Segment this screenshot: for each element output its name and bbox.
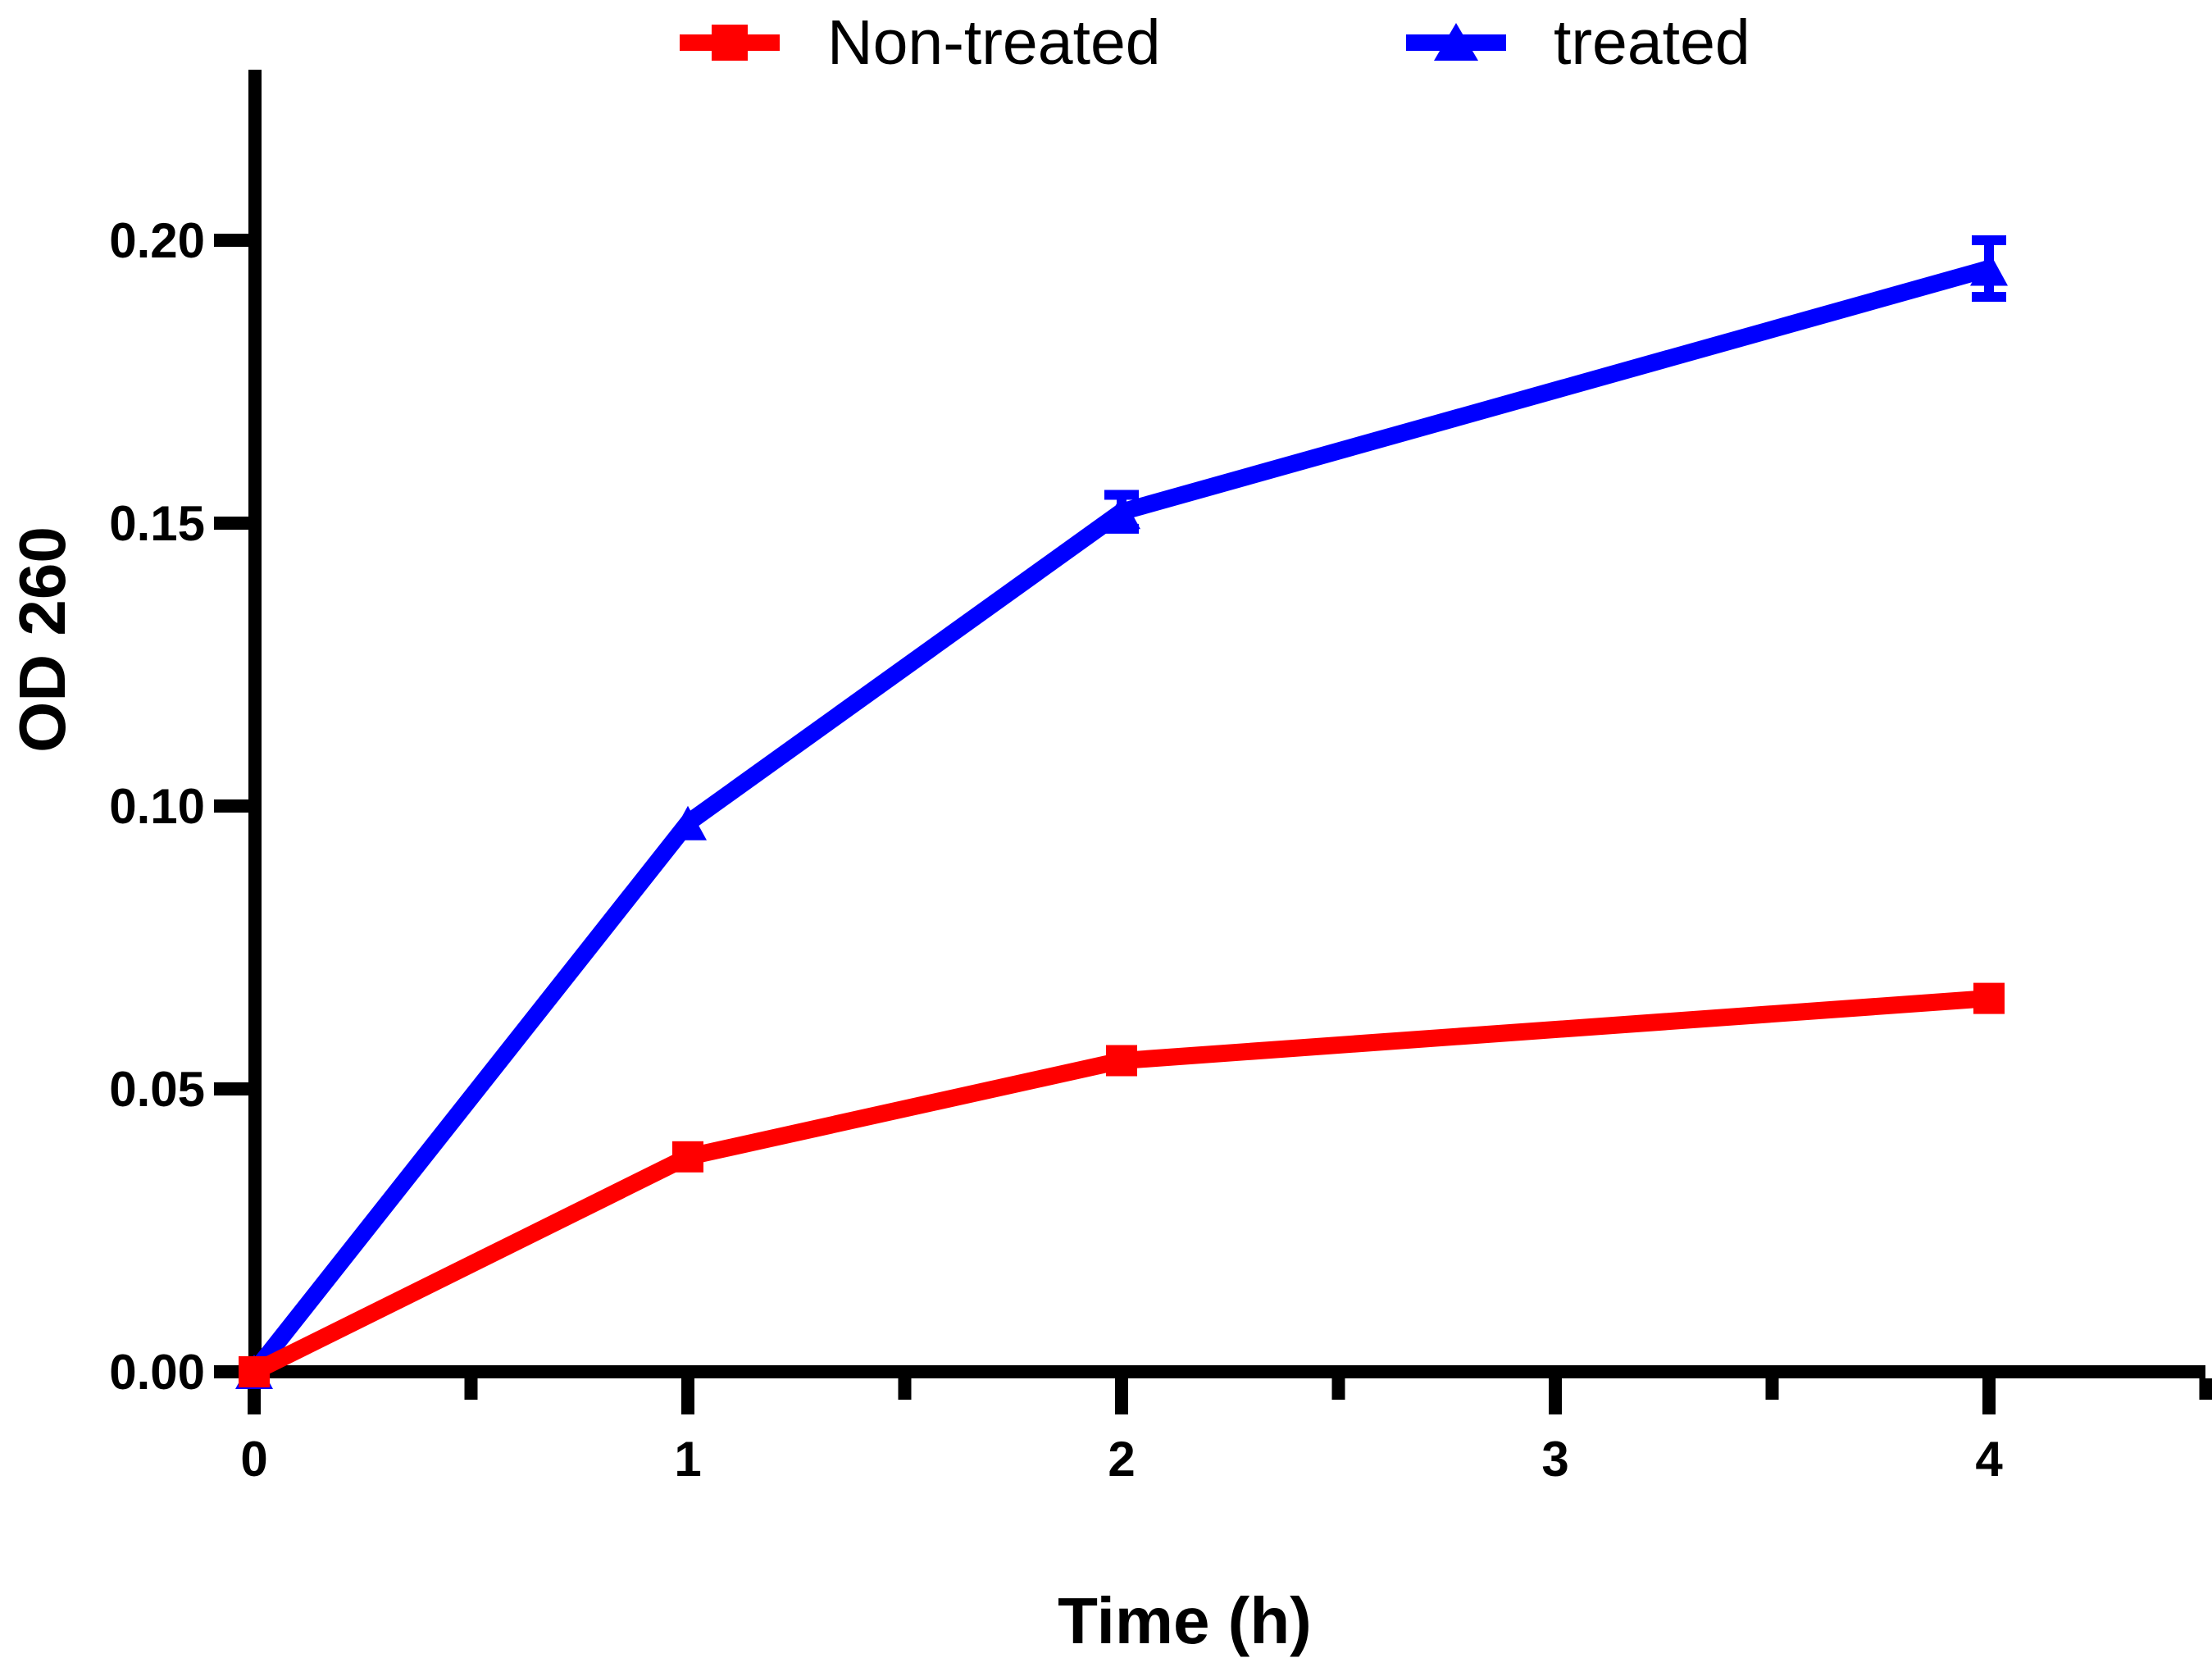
series-treated [235, 235, 2008, 1389]
x-tick-label: 4 [1975, 1432, 2003, 1487]
legend-square-icon [680, 25, 780, 61]
x-tick-label: 2 [1108, 1432, 1135, 1487]
x-tick-label: 1 [674, 1432, 701, 1487]
data-point-non-treated-0 [239, 1356, 270, 1387]
y-axis-title: OD 260 [6, 526, 79, 753]
x-tick-label: 3 [1541, 1432, 1568, 1487]
y-tick-label: 0.10 [109, 779, 205, 834]
y-tick-label: 0.15 [109, 496, 205, 551]
y-tick-label: 0.20 [109, 213, 205, 268]
y-tick-label: 0.00 [109, 1345, 205, 1400]
legend-item-treated: treated [1406, 0, 1750, 85]
legend: Non-treated treated [0, 0, 2212, 85]
data-point-treated-1 [669, 805, 707, 840]
series-line-non-treated [250, 990, 1990, 1380]
legend-label-non-treated: Non-treated [827, 7, 1161, 78]
series-line-treated [247, 260, 1991, 1378]
x-tick-label: 0 [240, 1432, 267, 1487]
data-point-non-treated-1 [672, 1141, 703, 1173]
data-point-non-treated-2 [1106, 1045, 1137, 1077]
data-point-treated-4 [1970, 251, 2008, 286]
legend-label-treated: treated [1554, 7, 1750, 78]
x-axis-title: Time (h) [1058, 1584, 1312, 1657]
legend-triangle-up-icon [1406, 23, 1506, 61]
legend-item-non-treated: Non-treated [680, 0, 1161, 85]
data-point-treated-2 [1103, 494, 1140, 530]
y-tick-label: 0.05 [109, 1062, 205, 1117]
series-non-treated [239, 982, 2005, 1387]
axes: 0.00 0.05 0.10 0.15 0.20 0 1 2 3 4 [109, 70, 2212, 1487]
data-point-non-treated-4 [1973, 982, 2005, 1014]
